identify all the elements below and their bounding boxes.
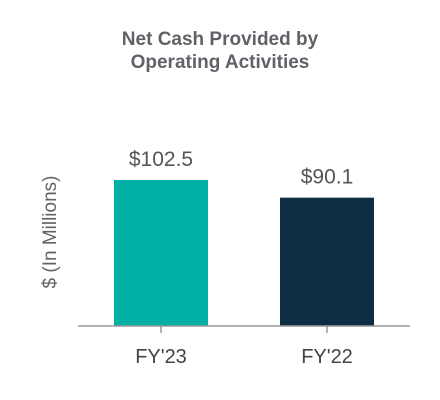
chart-title-line-1: Net Cash Provided by xyxy=(121,29,319,50)
x-tick-label-0: FY'23 xyxy=(135,346,187,368)
bar-1 xyxy=(280,197,374,326)
chart-title: Net Cash Provided by Operating Activitie… xyxy=(0,28,440,74)
data-label-1: $90.1 xyxy=(301,166,354,189)
chart-title-line-2: Operating Activities xyxy=(130,52,310,73)
bar-0 xyxy=(114,180,208,326)
x-tick-label-1: FY'22 xyxy=(301,346,353,368)
y-axis-label: $ (In Millions) xyxy=(40,176,61,289)
plot-area: $102.5 FY'23 $90.1 FY'22 xyxy=(78,148,410,368)
data-label-0: $102.5 xyxy=(129,148,193,171)
